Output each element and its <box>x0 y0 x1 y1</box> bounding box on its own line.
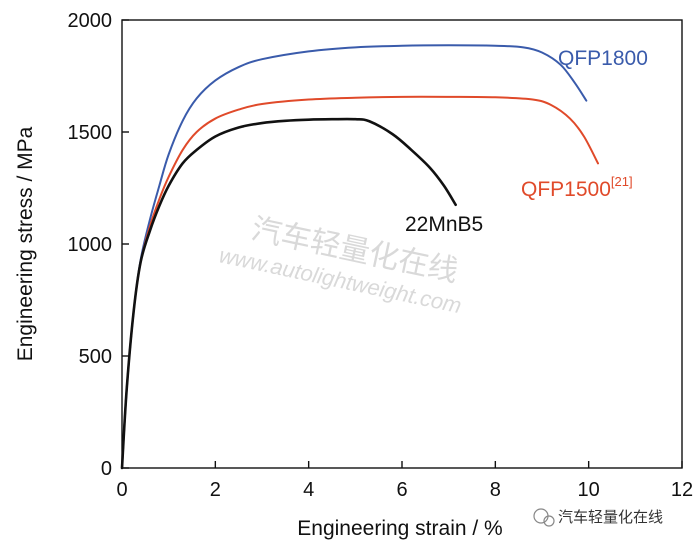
series-line-22mnb5 <box>120 117 457 470</box>
x-tick-label: 10 <box>578 479 600 501</box>
wechat-icon-small <box>543 515 555 527</box>
series-label-qfp1500-ref: [21] <box>611 174 633 189</box>
brand-mark: 汽车轻量化在线 <box>533 508 663 527</box>
y-tick-label: 1000 <box>68 234 113 256</box>
y-axis-title: Engineering stress / MPa <box>14 126 37 361</box>
series-label-22mnb5: 22MnB5 <box>405 213 483 236</box>
series-label-qfp1500-name: QFP1500 <box>521 178 611 201</box>
axis-ticks <box>121 19 683 469</box>
tick-labels: 0 2 4 6 8 10 12 0 500 1000 1500 2000 <box>68 10 694 501</box>
x-tick-label: 2 <box>210 479 221 501</box>
x-tick-label: 6 <box>396 479 407 501</box>
series-label-qfp1500: QFP1500[21] <box>521 174 633 201</box>
wechat-icon <box>533 508 549 524</box>
series-lines <box>120 44 599 470</box>
y-tick-label: 1500 <box>68 122 113 144</box>
x-tick-label: 0 <box>116 479 127 501</box>
y-tick-label: 0 <box>101 458 112 480</box>
x-tick-label: 4 <box>303 479 314 501</box>
brand-text: 汽车轻量化在线 <box>558 509 663 526</box>
x-axis-title: Engineering strain / % <box>297 517 502 540</box>
series-label-qfp1800: QFP1800 <box>558 47 648 70</box>
y-tick-label: 2000 <box>68 10 113 32</box>
y-tick-label: 500 <box>79 346 112 368</box>
x-tick-label: 8 <box>490 479 501 501</box>
x-tick-label: 12 <box>671 479 693 501</box>
